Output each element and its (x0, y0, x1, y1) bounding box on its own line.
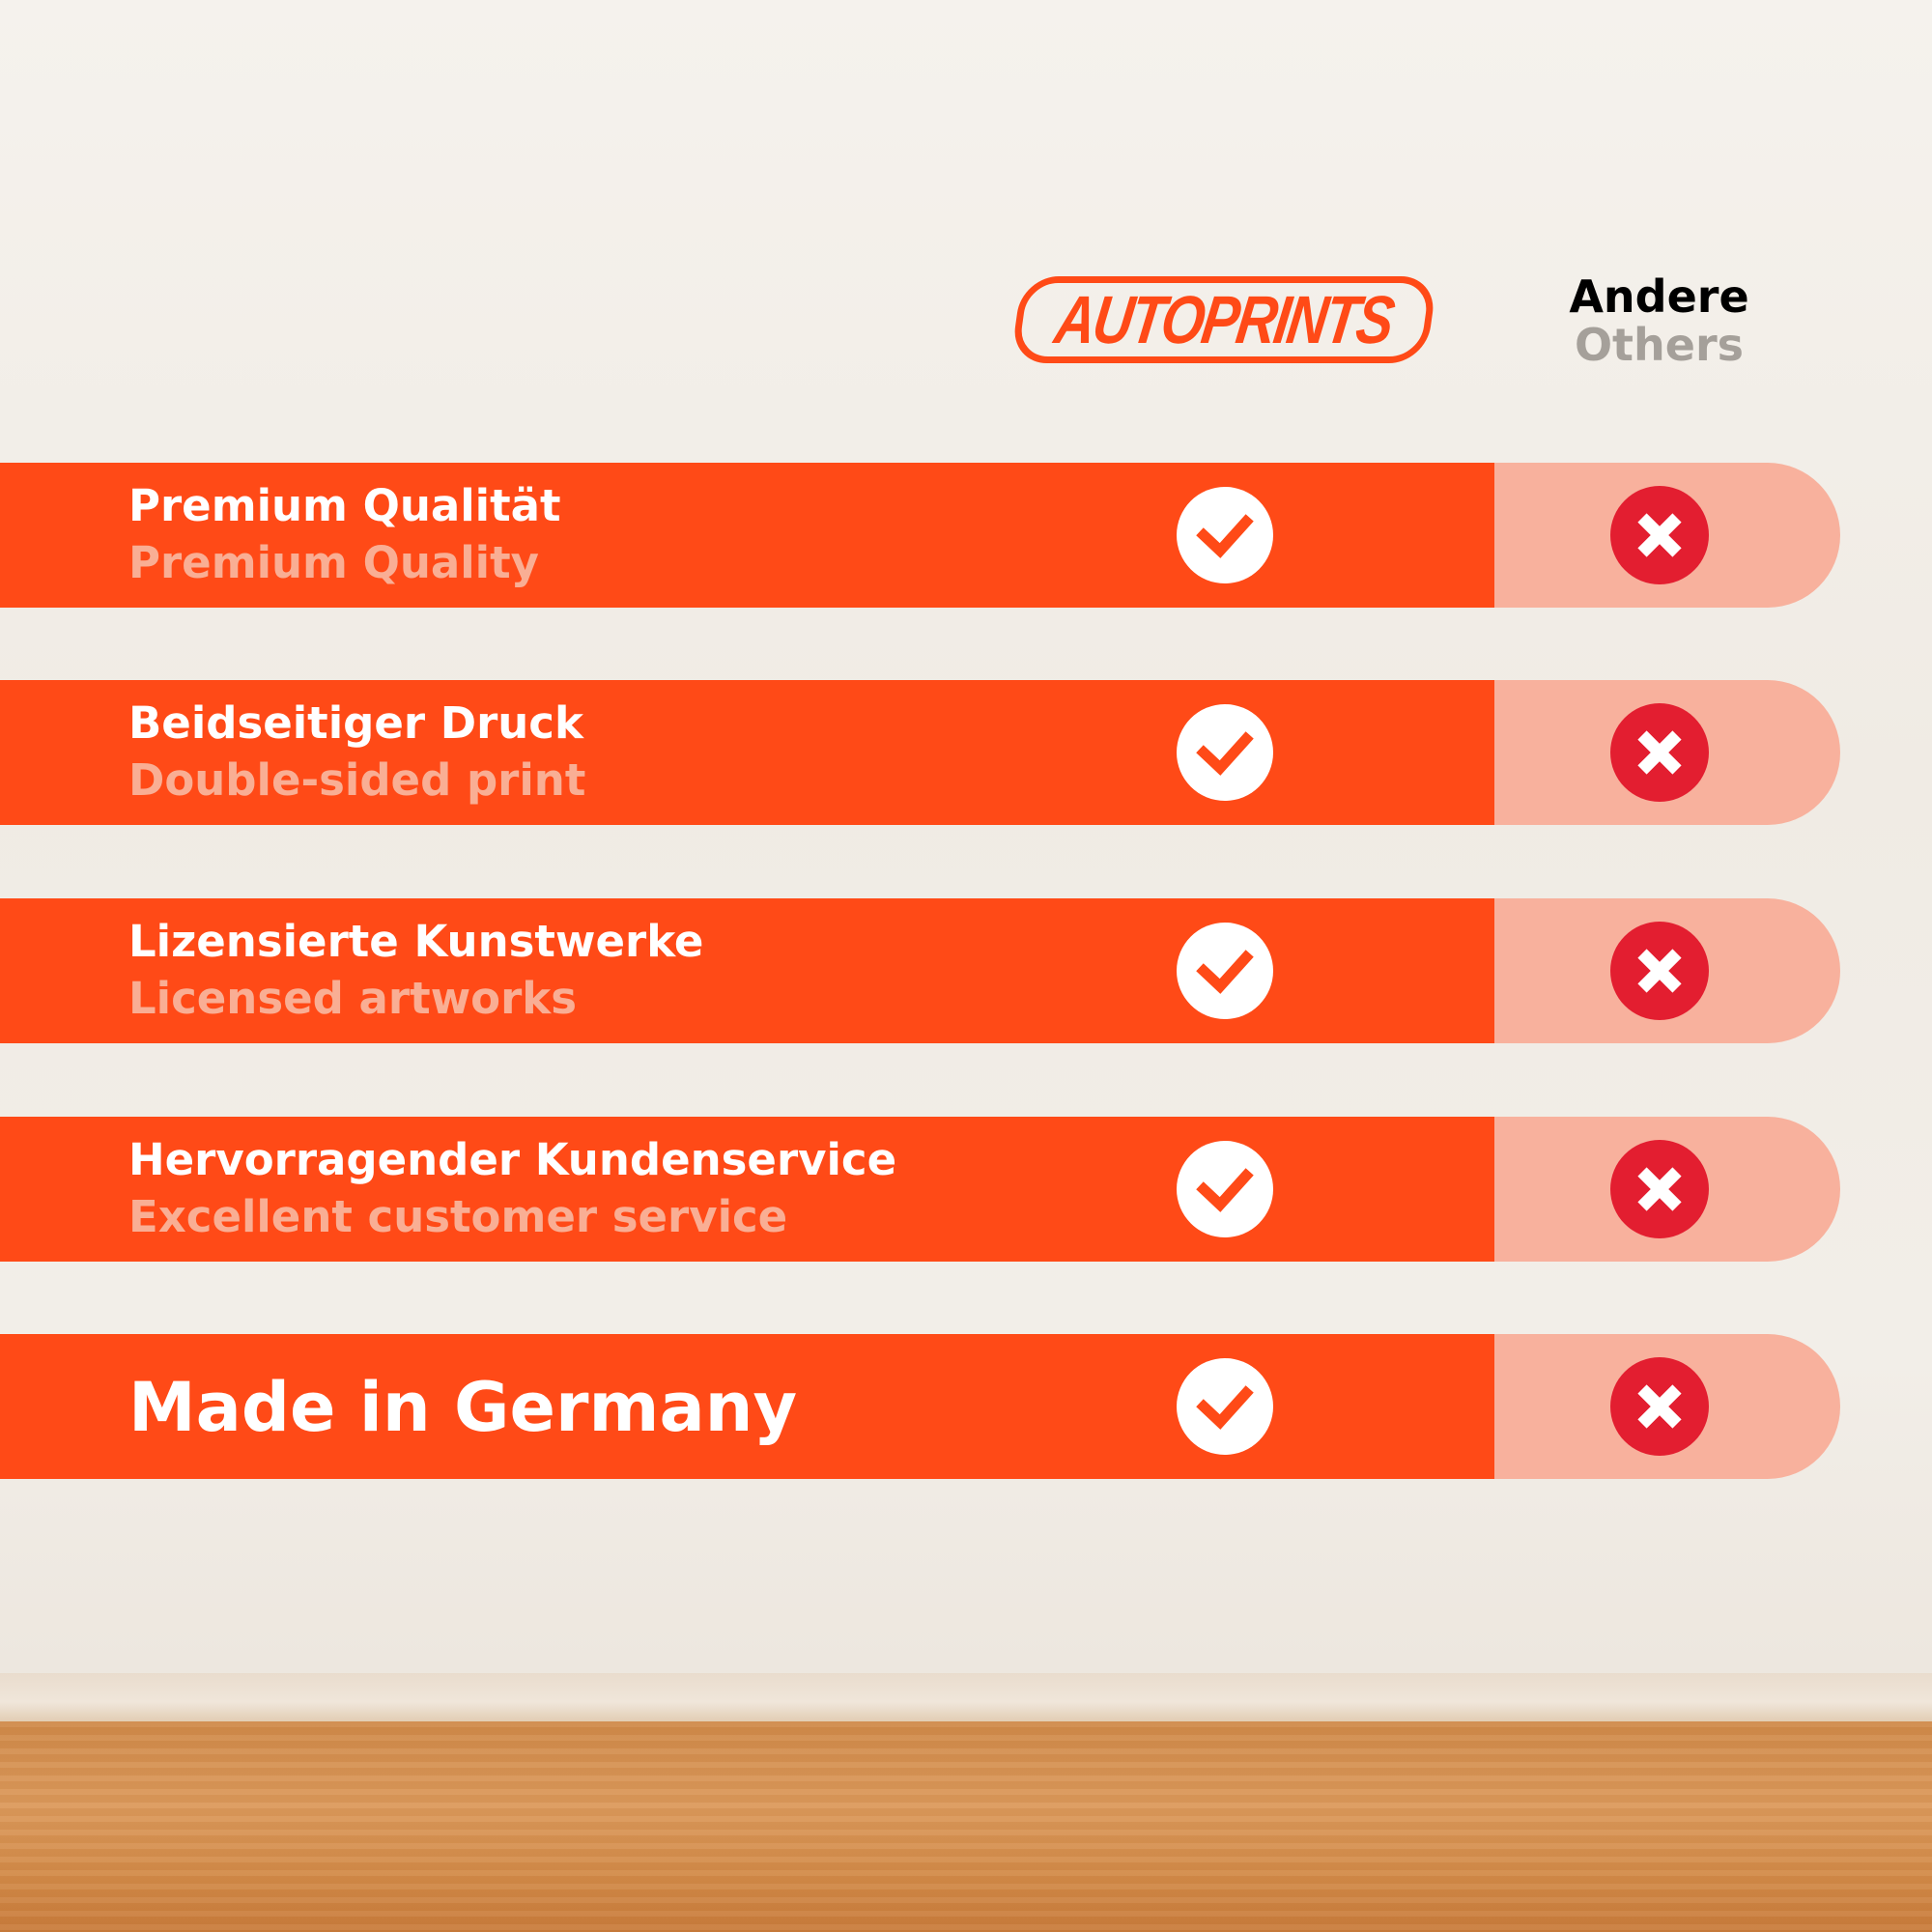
cross-icon (1610, 922, 1709, 1020)
cross-icon (1610, 486, 1709, 584)
others-cell (1494, 898, 1840, 1043)
autoprints-cell: Lizensierte Kunstwerke Licensed artworks (0, 898, 1494, 1043)
others-cell (1494, 680, 1840, 825)
check-icon (1177, 487, 1273, 583)
wood-floor (0, 1721, 1932, 1932)
feature-de: Made in Germany (128, 1368, 798, 1447)
others-cell (1494, 1117, 1840, 1262)
comparison-row: Hervorragender Kundenservice Excellent c… (0, 1117, 1840, 1262)
comparison-row: Beidseitiger Druck Double-sided print (0, 680, 1840, 825)
feature-en: Licensed artworks (128, 973, 577, 1024)
autoprints-cell: Hervorragender Kundenservice Excellent c… (0, 1117, 1494, 1262)
feature-label: Premium Qualität Premium Quality (128, 478, 561, 592)
check-icon (1177, 704, 1273, 801)
feature-de: Lizensierte Kunstwerke (128, 916, 704, 967)
check-icon (1177, 1358, 1273, 1455)
feature-en: Premium Quality (128, 537, 539, 588)
comparison-row: Premium Qualität Premium Quality (0, 463, 1840, 608)
feature-de: Hervorragender Kundenservice (128, 1134, 897, 1185)
check-icon (1177, 1141, 1273, 1237)
feature-label: Beidseitiger Druck Double-sided print (128, 696, 585, 810)
feature-label: Made in Germany (128, 1369, 797, 1446)
others-header: Andere Others (1546, 272, 1773, 369)
baseboard (0, 1673, 1932, 1721)
cross-icon (1610, 703, 1709, 802)
others-cell (1494, 1334, 1840, 1479)
autoprints-cell: Made in Germany (0, 1334, 1494, 1479)
autoprints-logo: AUTOPRINTS (1009, 276, 1438, 363)
logo-text: AUTOPRINTS (1050, 282, 1398, 357)
feature-label: Hervorragender Kundenservice Excellent c… (128, 1132, 896, 1246)
autoprints-cell: Beidseitiger Druck Double-sided print (0, 680, 1494, 825)
others-label-de: Andere (1569, 270, 1749, 323)
cross-icon (1610, 1357, 1709, 1456)
others-cell (1494, 463, 1840, 608)
cross-icon (1610, 1140, 1709, 1238)
feature-de: Beidseitiger Druck (128, 697, 583, 749)
others-label-en: Others (1574, 319, 1745, 371)
comparison-row: Made in Germany (0, 1334, 1840, 1479)
feature-en: Double-sided print (128, 754, 586, 806)
feature-en: Excellent customer service (128, 1191, 788, 1242)
check-icon (1177, 923, 1273, 1019)
feature-de: Premium Qualität (128, 480, 561, 531)
feature-label: Lizensierte Kunstwerke Licensed artworks (128, 914, 703, 1028)
comparison-row: Lizensierte Kunstwerke Licensed artworks (0, 898, 1840, 1043)
autoprints-cell: Premium Qualität Premium Quality (0, 463, 1494, 608)
